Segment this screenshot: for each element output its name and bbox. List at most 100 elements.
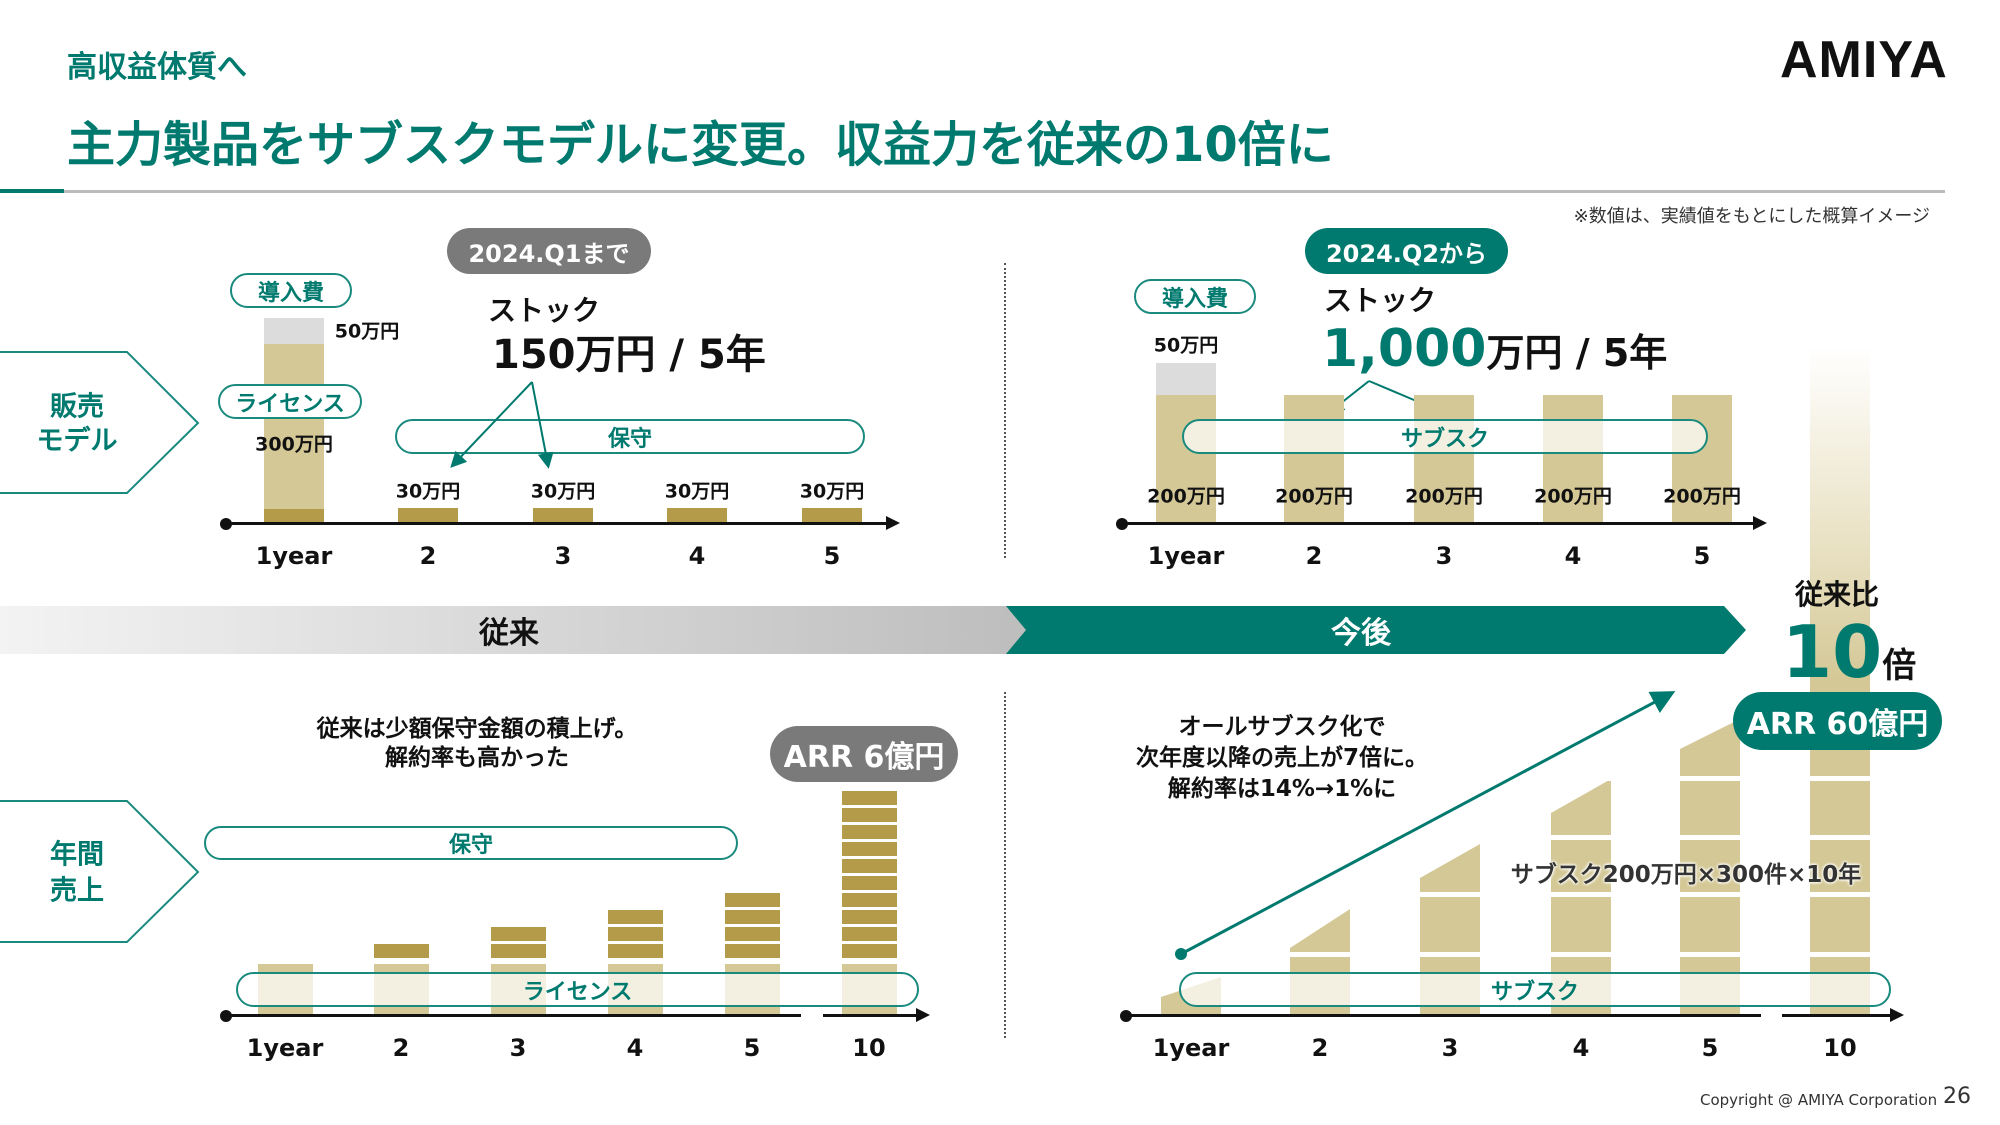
year-label: 4 [626, 1034, 644, 1062]
header-divider [0, 190, 1945, 193]
year-label: 5 [1701, 1034, 1719, 1062]
maintenance-block [842, 808, 897, 822]
maintenance-block [842, 791, 897, 805]
year-label: 3 [509, 1034, 527, 1062]
maintenance-block [842, 893, 897, 907]
subs-pill: サブスク [1182, 419, 1708, 454]
year5-value: 200万円 [1663, 485, 1741, 508]
year2-value: 200万円 [1275, 485, 1353, 508]
old-sales-axis-end [823, 1014, 918, 1017]
maintenance-block [842, 927, 897, 941]
license-value: 300万円 [255, 433, 333, 456]
year-label: 1year [255, 542, 333, 570]
axis-arrowhead [1753, 516, 1767, 530]
maintenance-block [491, 944, 546, 958]
bottom-divider [1004, 692, 1006, 1038]
maintenance-block [608, 944, 663, 958]
new-intro-fee-bar [1156, 363, 1216, 395]
subs-bar-year1 [1156, 395, 1216, 523]
year-label: 4 [688, 542, 706, 570]
year-label: 3 [1441, 1034, 1459, 1062]
sales-model-pentagon [0, 351, 200, 494]
subs-bar-year5 [1672, 395, 1732, 523]
maintenance-block [842, 910, 897, 924]
maintenance-block [608, 910, 663, 924]
maintenance-block [842, 859, 897, 873]
year-label: 4 [1572, 1034, 1590, 1062]
year5-maintenance-bar [802, 508, 862, 523]
top-divider [1004, 263, 1006, 558]
year10-subs-bar [1810, 346, 1870, 1015]
subs-formula: サブスク200万円×300件×10年 [1510, 862, 1862, 888]
license-bar [264, 344, 324, 509]
old-license-pill: ライセンス [236, 972, 919, 1007]
amiya-logo: AMIYA [1780, 31, 1948, 89]
sales-model-label-2: モデル [36, 425, 118, 457]
maintenance-block [725, 944, 780, 958]
year-label: 2 [1311, 1034, 1329, 1062]
year3-maintenance-bar [533, 508, 593, 523]
stock-value: 150万円 / 5年 [492, 332, 766, 378]
bar-separator [1150, 835, 1880, 840]
new-stock-unit: 万円 / 5年 [1486, 331, 1668, 375]
year4-value: 30万円 [664, 480, 730, 503]
maintenance-block [374, 944, 429, 958]
new-sales-text-2: 次年度以降の売上が7倍に。 [1135, 745, 1429, 771]
page-title: 主力製品をサブスクモデルに変更。収益力を従来の10倍に [67, 117, 1334, 173]
year5-value: 30万円 [799, 480, 865, 503]
bar-separator [1150, 952, 1880, 957]
maintenance-block [842, 876, 897, 890]
new-stock-number: 1,000 [1322, 319, 1487, 379]
old-sales-text-1: 従来は少額保守金額の積上げ。 [316, 716, 638, 742]
intro-fee-value: 50万円 [334, 320, 400, 343]
header-divider-accent [0, 189, 64, 193]
maintenance-pill: 保守 [395, 419, 865, 454]
old-model-axis [226, 522, 888, 525]
year1-value: 200万円 [1147, 485, 1225, 508]
new-model-axis [1122, 522, 1755, 525]
year3-value: 30万円 [530, 480, 596, 503]
subs-bar-year4 [1543, 395, 1603, 523]
year-label: 5 [743, 1034, 761, 1062]
stock-label: ストック [488, 294, 601, 327]
year-label: 1year [1147, 542, 1225, 570]
page-number: 26 [1943, 1084, 1971, 1109]
year2-maintenance-bar [398, 508, 458, 523]
maintenance-block [725, 893, 780, 907]
old-period-tag: 2024.Q1まで [447, 228, 651, 274]
timeline-band [0, 606, 1746, 654]
year4-value: 200万円 [1534, 485, 1612, 508]
subs-bar-year3 [1414, 395, 1474, 523]
annual-sales-label-2: 売上 [50, 875, 104, 907]
year3-value: 200万円 [1405, 485, 1483, 508]
new-intro-fee-pill: 導入費 [1134, 279, 1256, 314]
maintenance-block [608, 927, 663, 941]
maintenance-block [842, 825, 897, 839]
ratio-unit: 倍 [1882, 646, 1917, 686]
year-label: 2 [392, 1034, 410, 1062]
year-label: 4 [1564, 542, 1582, 570]
axis-arrowhead [1890, 1008, 1904, 1022]
annual-sales-pentagon [0, 800, 200, 943]
new-sales-text-3: 解約率は14%→1%に [1167, 776, 1397, 802]
new-subs-pill: サブスク [1179, 972, 1891, 1007]
intro-fee-pill: 導入費 [230, 273, 352, 308]
maintenance-block [725, 927, 780, 941]
year-label: 1year [246, 1034, 324, 1062]
new-sales-text-1: オールサブスク化で [1178, 714, 1386, 740]
new-stock-value: 1,000万円 / 5年 [1322, 322, 1667, 388]
old-sales-axis [226, 1014, 801, 1017]
growth-arrow-start [1175, 948, 1187, 960]
maintenance-block [725, 910, 780, 924]
new-stock-label: ストック [1324, 284, 1437, 317]
estimate-note: ※数値は、実績値をもとにした概算イメージ [1573, 206, 1930, 227]
axis-arrowhead [886, 516, 900, 530]
year-label: 5 [1693, 542, 1711, 570]
new-sales-axis [1126, 1014, 1761, 1017]
year2-value: 30万円 [395, 480, 461, 503]
bar-separator [1150, 892, 1880, 897]
year-label: 3 [554, 542, 572, 570]
maintenance-block [491, 927, 546, 941]
band-past-label: 従来 [479, 616, 539, 651]
maintenance-block [842, 944, 897, 958]
